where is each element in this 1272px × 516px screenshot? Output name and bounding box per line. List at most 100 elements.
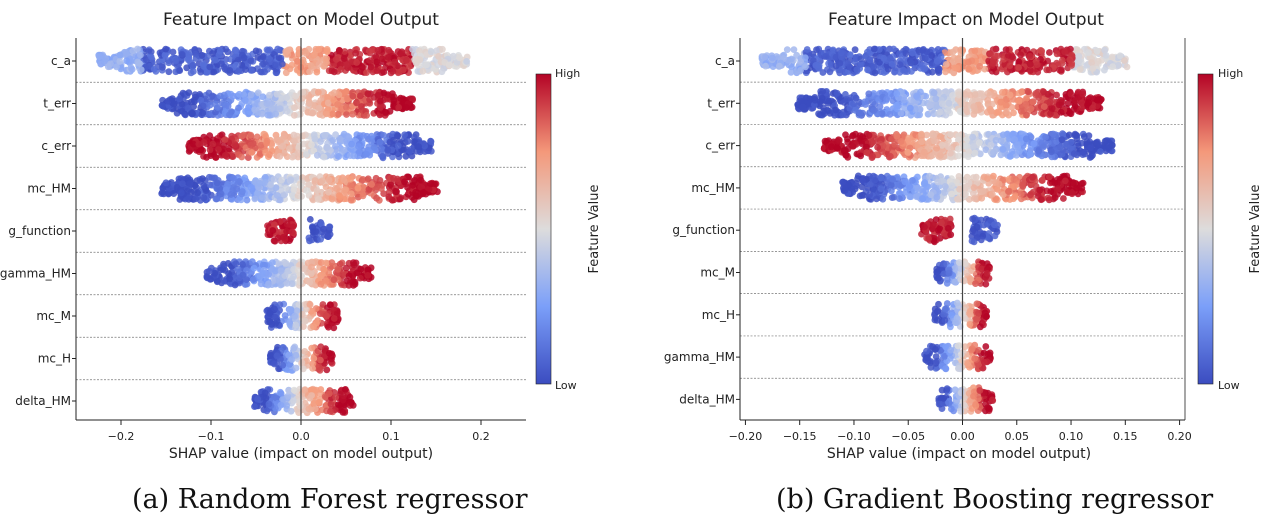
shap-point <box>354 184 362 192</box>
shap-point <box>241 96 249 104</box>
shap-point <box>172 57 180 65</box>
shap-point <box>392 188 400 196</box>
shap-point <box>1018 88 1025 96</box>
shap-point <box>928 52 936 59</box>
shap-point <box>221 152 229 159</box>
shap-point <box>305 100 313 107</box>
shap-point <box>1093 47 1101 55</box>
shap-point <box>1089 65 1097 72</box>
shap-point <box>413 55 421 63</box>
shap-point <box>212 154 220 161</box>
shap-point <box>325 223 333 231</box>
shap-point <box>247 183 255 191</box>
shap-point <box>242 66 250 73</box>
shap-point <box>427 48 435 56</box>
shap-point <box>296 69 304 77</box>
shap-point <box>998 89 1006 96</box>
shap-point <box>377 104 384 111</box>
shap-point <box>251 403 258 410</box>
shap-point <box>268 141 276 149</box>
shap-point <box>185 89 193 96</box>
shap-point <box>179 180 186 188</box>
shap-point <box>261 389 269 397</box>
shap-point <box>1121 57 1128 64</box>
shap-point <box>208 92 216 100</box>
shap-point <box>762 62 769 70</box>
shap-point <box>250 264 258 272</box>
shap-point <box>344 94 351 102</box>
shap-point <box>147 48 155 56</box>
shap-point <box>323 55 331 62</box>
shap-point <box>397 94 404 102</box>
shap-point <box>345 272 353 280</box>
shap-point <box>287 407 295 415</box>
shap-point <box>169 48 177 56</box>
shap-point <box>182 111 189 119</box>
shap-point <box>797 58 804 65</box>
shap-point <box>1003 108 1010 115</box>
shap-point <box>411 177 418 184</box>
shap-point <box>865 90 873 98</box>
shap-point <box>423 61 430 69</box>
shap-point <box>116 58 124 65</box>
shap-point <box>373 194 380 202</box>
shap-point <box>283 402 291 409</box>
shap-point <box>971 47 979 55</box>
shap-point <box>352 49 360 57</box>
shap-point <box>906 104 914 112</box>
shap-point <box>184 187 192 195</box>
shap-point <box>820 110 828 117</box>
y-tick-label: t_err <box>43 97 71 111</box>
shap-point <box>334 101 341 108</box>
shap-point <box>1109 63 1117 71</box>
shap-point <box>253 133 261 141</box>
shap-point <box>987 141 995 149</box>
shap-point <box>323 48 331 56</box>
shap-point <box>122 50 130 58</box>
shap-point <box>306 237 313 245</box>
beeswarm-row-gamma_HM <box>203 258 375 289</box>
shap-point <box>330 315 338 322</box>
beeswarm-row-c_a <box>758 45 1131 77</box>
shap-point <box>449 52 457 60</box>
shap-point <box>404 137 412 145</box>
shap-point <box>987 51 995 58</box>
shap-point <box>311 177 319 184</box>
shap-point <box>970 103 978 110</box>
shap-point <box>257 141 265 149</box>
shap-point <box>162 179 170 187</box>
shap-point <box>206 101 214 109</box>
shap-point <box>445 61 453 69</box>
shap-point <box>123 57 130 65</box>
shap-point <box>306 301 314 308</box>
shap-point <box>178 189 185 197</box>
shap-point <box>226 275 234 283</box>
shap-point <box>332 131 339 139</box>
shap-point <box>364 272 372 279</box>
shap-point <box>325 188 332 196</box>
shap-point <box>1048 105 1056 112</box>
shap-point <box>272 61 279 69</box>
shap-point <box>890 45 897 53</box>
shap-point <box>317 356 324 364</box>
shap-point <box>886 54 894 62</box>
shap-point <box>1008 53 1016 61</box>
shap-point <box>289 153 296 161</box>
shap-point <box>294 57 301 65</box>
beeswarm-row-mc_HM <box>158 173 441 204</box>
shap-point <box>323 110 330 118</box>
shap-point <box>332 143 339 150</box>
shap-point <box>876 103 884 110</box>
shap-point <box>359 192 367 200</box>
shap-point <box>213 179 221 187</box>
shap-point <box>292 173 300 181</box>
shap-point <box>1075 52 1083 60</box>
shap-point <box>275 54 283 61</box>
shap-point <box>276 105 284 113</box>
shap-point <box>334 110 342 118</box>
shap-point <box>370 144 378 151</box>
shap-point <box>850 100 858 108</box>
shap-point <box>997 98 1005 106</box>
shap-point <box>950 54 958 62</box>
shap-point <box>308 344 316 352</box>
